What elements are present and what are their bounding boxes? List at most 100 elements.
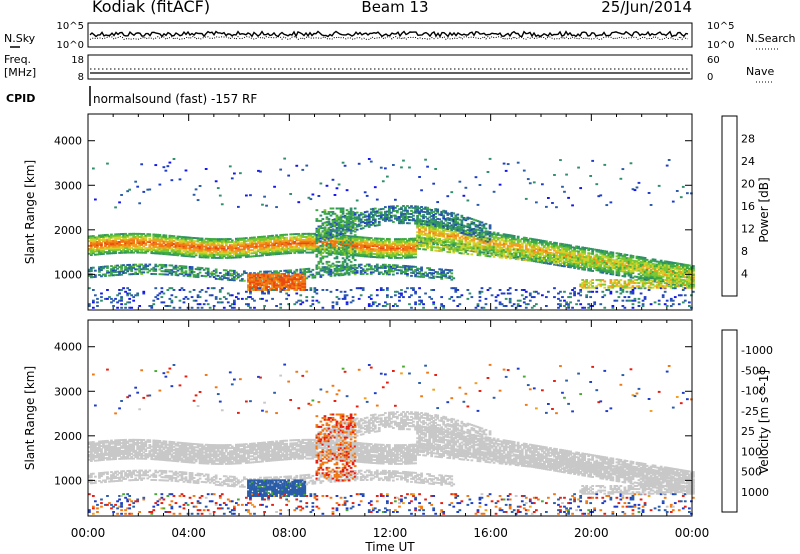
power-cell — [341, 228, 345, 231]
power-cell — [281, 276, 285, 279]
power-cell — [218, 244, 222, 247]
power-cell — [486, 250, 490, 253]
power-cell — [349, 270, 353, 273]
power-cell — [428, 213, 432, 216]
power-cell — [373, 237, 377, 240]
power-cell — [255, 287, 258, 290]
power-cell — [446, 221, 450, 224]
power-cell — [424, 226, 427, 229]
power-cell — [331, 262, 335, 265]
power-cell — [394, 198, 397, 201]
power-cell — [396, 239, 399, 242]
power-cell — [341, 239, 345, 242]
power-cell — [228, 247, 232, 250]
power-cell — [110, 268, 113, 271]
power-cell — [410, 248, 413, 251]
power-cell — [319, 225, 323, 228]
power-cell — [170, 235, 174, 237]
power-cell — [279, 240, 283, 243]
power-cell — [257, 272, 260, 275]
power-cell — [339, 219, 343, 222]
power-cell — [293, 251, 297, 254]
power-cell — [114, 241, 117, 244]
power-cell — [343, 294, 347, 297]
power-cell — [400, 219, 403, 222]
power-cell — [442, 305, 446, 307]
power-cell — [120, 250, 123, 253]
power-cell — [218, 194, 222, 197]
power-cell — [230, 279, 234, 282]
power-cell — [325, 236, 329, 239]
power-cell — [424, 211, 427, 214]
power-cell — [150, 244, 154, 247]
power-cell — [212, 242, 216, 245]
power-cell — [184, 265, 188, 268]
power-cell — [273, 271, 276, 274]
power-cell — [186, 238, 190, 241]
power-cell — [327, 232, 331, 235]
power-cell — [494, 241, 498, 244]
power-cell — [478, 290, 482, 293]
power-cell — [333, 243, 337, 246]
power-cell — [508, 249, 512, 252]
power-cell — [118, 272, 121, 275]
power-cell — [448, 219, 452, 222]
power-cell — [432, 223, 436, 226]
power-cell — [361, 273, 365, 275]
power-cell — [273, 237, 276, 240]
power-cell — [404, 214, 407, 217]
power-cell — [498, 289, 502, 291]
power-cell — [317, 245, 321, 248]
power-cell — [359, 287, 363, 290]
power-cell — [307, 196, 311, 199]
power-cell — [295, 292, 299, 295]
power-cell — [321, 218, 325, 221]
power-cell — [351, 240, 355, 243]
power-cell — [255, 279, 258, 282]
power-cell — [410, 216, 413, 219]
power-cell — [126, 236, 130, 238]
power-cell — [96, 236, 99, 239]
power-cell — [287, 242, 291, 245]
power-cell — [359, 236, 363, 239]
power-cell — [212, 305, 216, 307]
power-cell — [347, 267, 351, 270]
power-cell — [277, 253, 281, 255]
power-cell — [128, 243, 132, 246]
power-cell — [452, 228, 456, 230]
power-cell — [522, 239, 526, 242]
power-cell — [267, 238, 270, 241]
power-cell — [184, 271, 188, 274]
power-cell — [303, 240, 307, 243]
power-cell — [245, 290, 248, 293]
power-cell — [375, 237, 379, 240]
power-cell — [164, 250, 168, 253]
power-cell — [432, 227, 436, 230]
power-cell — [341, 257, 345, 260]
power-cell — [277, 279, 281, 282]
power-cell — [311, 240, 315, 243]
power-cell — [182, 247, 186, 250]
power-cell — [202, 250, 206, 253]
power-cell — [444, 275, 448, 278]
power-cell — [388, 264, 391, 266]
power-cell — [388, 256, 391, 259]
power-cell — [251, 281, 254, 284]
power-cell — [230, 250, 234, 253]
power-cell — [301, 284, 305, 287]
power-cell — [307, 245, 311, 248]
power-cell — [416, 218, 419, 221]
power-cell — [452, 237, 456, 240]
power-cell — [404, 256, 407, 259]
power-cell — [526, 243, 530, 246]
power-cell — [456, 305, 460, 307]
power-cell — [329, 253, 333, 256]
power-cell — [271, 272, 274, 274]
power-cell — [126, 292, 130, 295]
power-cell — [299, 271, 303, 274]
power-cell — [381, 242, 385, 245]
power-cell — [202, 275, 206, 278]
power-cell — [414, 237, 417, 240]
power-cell — [341, 262, 345, 265]
power-cell — [367, 249, 371, 252]
